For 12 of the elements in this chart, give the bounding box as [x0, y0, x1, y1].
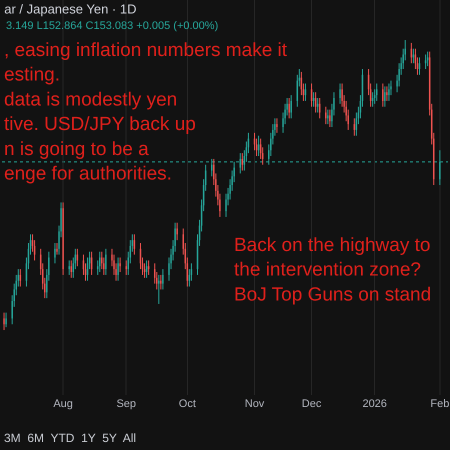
x-tick-label: 2026 [362, 398, 387, 410]
x-tick-label: Nov [244, 398, 265, 410]
x-tick-label: Feb [430, 398, 450, 410]
chart-subtitle: 3.149 L152.864 C153.083 +0.005 (+0.00%) [6, 20, 218, 32]
x-tick-label: Oct [178, 398, 196, 410]
annotation: Back on the highway to the intervention zone? BoJ Top Guns on stand [234, 235, 432, 306]
chart-title: ar / Japanese Yen · 1D [4, 2, 136, 17]
x-tick-label: Aug [53, 398, 73, 410]
x-tick-label: Dec [302, 398, 322, 410]
text: 3M 6M YTD 1Y 5Y All [4, 431, 136, 445]
annotation: , easing inflation numbers make it esting. data is modestly yen tive. USD/JPY back up n is going to be a enge for authorities. [4, 40, 288, 184]
x-tick-label: Sep [116, 398, 136, 410]
